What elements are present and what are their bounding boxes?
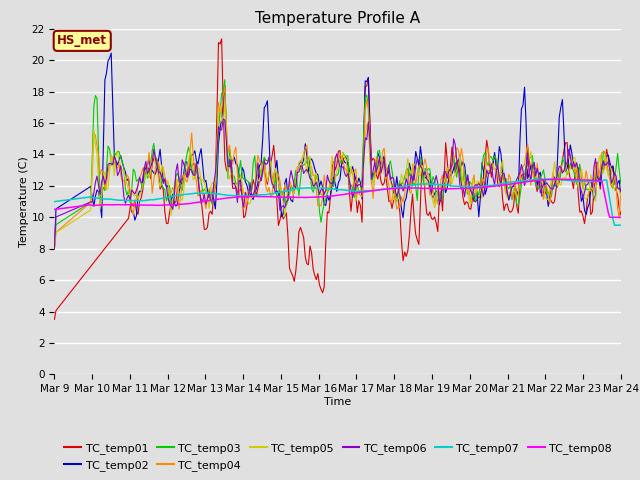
TC_temp07 [541, 176, 549, 182]
TC_temp05 [250, 194, 257, 200]
TC_temp06 [300, 170, 307, 176]
TC_temp02 [240, 168, 248, 173]
TC_temp04 [587, 188, 595, 194]
Line: TC_temp06: TC_temp06 [54, 119, 621, 249]
TC_temp08 [557, 176, 564, 182]
Line: TC_temp05: TC_temp05 [54, 105, 621, 249]
TC_temp08 [298, 194, 306, 200]
TC_temp07 [298, 185, 306, 191]
Text: HS_met: HS_met [57, 35, 108, 48]
TC_temp07 [51, 199, 58, 204]
TC_temp02 [221, 83, 228, 89]
Line: TC_temp02: TC_temp02 [54, 53, 621, 249]
TC_temp07 [248, 193, 255, 199]
TC_temp06 [617, 188, 625, 193]
TC_temp05 [240, 191, 248, 196]
TC_temp08 [238, 194, 246, 200]
TC_temp01 [300, 235, 307, 240]
TC_temp08 [220, 196, 227, 202]
TC_temp02 [108, 50, 115, 56]
TC_temp06 [51, 246, 58, 252]
TC_temp07 [617, 222, 625, 228]
TC_temp03 [300, 162, 307, 168]
TC_temp04 [120, 178, 127, 184]
TC_temp08 [617, 215, 625, 220]
Line: TC_temp03: TC_temp03 [54, 80, 621, 249]
TC_temp08 [120, 202, 127, 208]
TC_temp05 [51, 246, 58, 252]
TC_temp03 [250, 160, 257, 166]
TC_temp04 [250, 192, 257, 198]
TC_temp01 [250, 177, 257, 182]
TC_temp06 [220, 116, 227, 122]
X-axis label: Time: Time [324, 397, 351, 407]
TC_temp01 [120, 221, 127, 227]
TC_temp08 [248, 193, 255, 199]
TC_temp03 [120, 165, 127, 171]
TC_temp07 [220, 192, 227, 198]
TC_temp01 [587, 212, 595, 217]
TC_temp04 [51, 246, 58, 252]
TC_temp02 [250, 197, 257, 203]
TC_temp04 [300, 151, 307, 157]
TC_temp06 [221, 117, 228, 123]
TC_temp04 [220, 93, 227, 98]
Line: TC_temp01: TC_temp01 [54, 39, 621, 319]
Title: Temperature Profile A: Temperature Profile A [255, 11, 420, 26]
TC_temp02 [617, 192, 625, 198]
TC_temp03 [587, 187, 595, 192]
TC_temp07 [120, 197, 127, 203]
TC_temp03 [240, 176, 248, 182]
TC_temp01 [221, 157, 228, 163]
TC_temp08 [51, 206, 58, 212]
TC_temp04 [221, 84, 228, 90]
TC_temp07 [238, 193, 246, 199]
TC_temp01 [617, 212, 625, 218]
TC_temp02 [587, 188, 595, 193]
TC_temp07 [611, 222, 618, 228]
TC_temp04 [240, 206, 248, 212]
TC_temp06 [250, 192, 257, 198]
TC_temp02 [51, 246, 58, 252]
TC_temp05 [120, 167, 127, 173]
TC_temp03 [221, 77, 228, 83]
TC_temp06 [587, 178, 595, 183]
TC_temp01 [218, 36, 225, 42]
TC_temp01 [240, 215, 248, 221]
Line: TC_temp07: TC_temp07 [54, 179, 621, 225]
TC_temp05 [220, 119, 227, 125]
TC_temp02 [122, 169, 129, 175]
Line: TC_temp04: TC_temp04 [54, 87, 621, 249]
TC_temp03 [617, 180, 625, 186]
TC_temp05 [617, 193, 625, 199]
TC_temp03 [220, 88, 227, 94]
TC_temp02 [300, 157, 307, 163]
TC_temp07 [587, 179, 595, 184]
TC_temp01 [51, 316, 58, 322]
TC_temp03 [51, 246, 58, 252]
Legend: TC_temp01, TC_temp02, TC_temp03, TC_temp04, TC_temp05, TC_temp06, TC_temp07, TC_: TC_temp01, TC_temp02, TC_temp03, TC_temp… [60, 439, 616, 475]
TC_temp05 [300, 150, 307, 156]
TC_temp06 [120, 193, 127, 199]
TC_temp08 [587, 178, 595, 183]
TC_temp08 [606, 215, 614, 220]
TC_temp04 [617, 189, 625, 195]
Line: TC_temp08: TC_temp08 [54, 179, 621, 217]
TC_temp06 [240, 204, 248, 210]
TC_temp05 [221, 102, 228, 108]
TC_temp05 [587, 172, 595, 178]
Y-axis label: Temperature (C): Temperature (C) [19, 156, 29, 247]
